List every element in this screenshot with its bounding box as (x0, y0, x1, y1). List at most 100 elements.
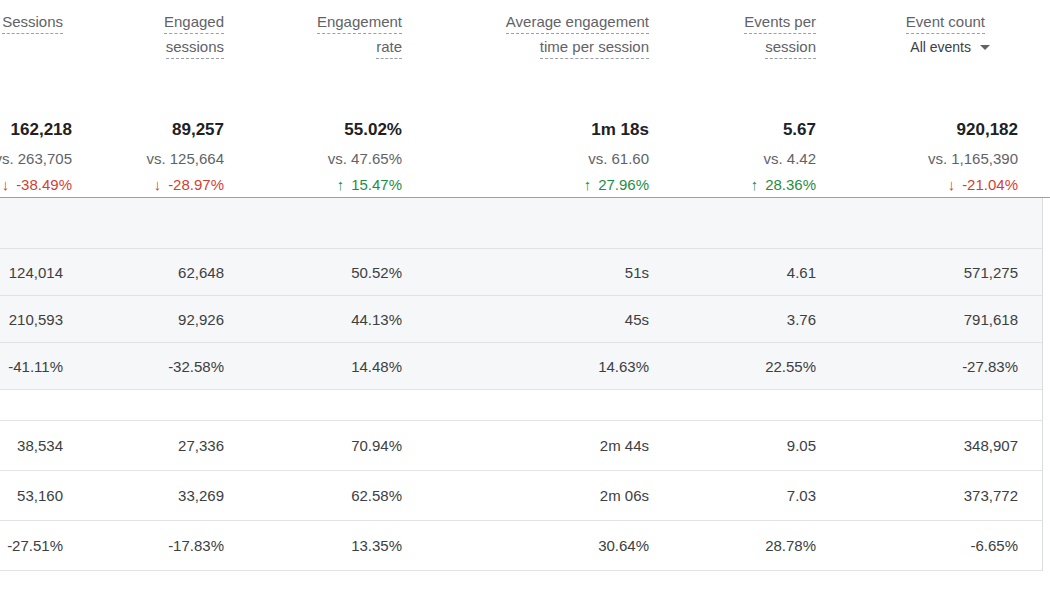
table-cell: -6.65% (841, 521, 1043, 570)
column-header-event-count-cell: Event count All events (841, 13, 1043, 102)
table-cell: -32.58% (88, 343, 249, 389)
column-header-avg-engagement-time[interactable]: Average engagement (506, 13, 649, 34)
totals-cell-events-per-session: 5.67 vs. 4.42 ↑ 28.36% (674, 120, 841, 194)
table-cell: 50.52% (249, 249, 427, 295)
column-header-events-per-session[interactable]: Events per (744, 13, 816, 34)
table-cell: 70.94% (249, 421, 427, 470)
table-right-border (1042, 198, 1043, 570)
table-cell: 7.03 (674, 471, 841, 520)
trend-up-icon: ↑ (584, 176, 592, 193)
totals-cell-event-count: 920,182 vs. 1,165,390 ↓ -21.04% (841, 120, 1043, 194)
totals-value: 55.02% (249, 120, 402, 140)
trend-down-icon: ↓ (948, 176, 956, 193)
table-cell: 124,014 (0, 249, 88, 295)
table-cell: 44.13% (249, 296, 427, 342)
table-cell: 9.05 (674, 421, 841, 470)
dimension-row (0, 389, 1043, 420)
table-row: 210,593 92,926 44.13% 45s 3.76 791,618 (0, 295, 1043, 342)
table-cell: 2m 44s (427, 421, 674, 470)
table-cell: 348,907 (841, 421, 1043, 470)
column-header-event-count[interactable]: Event count (906, 13, 985, 34)
column-header-events-per-session-cell: Events per session (674, 13, 841, 102)
table-row: 124,014 62,648 50.52% 51s 4.61 571,275 (0, 248, 1043, 295)
table-cell: 92,926 (88, 296, 249, 342)
totals-change: ↓ -38.49% (0, 176, 72, 194)
table-cell: 13.35% (249, 521, 427, 570)
totals-comparison: vs. 47.65% (249, 150, 402, 168)
column-header-engagement-rate-line2[interactable]: rate (376, 38, 402, 59)
table-row-percent-change: -41.11% -32.58% 14.48% 14.63% 22.55% -27… (0, 342, 1043, 389)
totals-comparison: vs. 4.42 (674, 150, 816, 168)
table-cell: -27.83% (841, 343, 1043, 389)
column-header-engaged-sessions-cell: Engaged sessions (88, 13, 249, 102)
table-cell: 14.63% (427, 343, 674, 389)
totals-change-value: -28.97% (168, 176, 224, 193)
column-header-engagement-rate[interactable]: Engagement (317, 13, 402, 34)
table-cell: 33,269 (88, 471, 249, 520)
totals-comparison: vs. 61.60 (427, 150, 649, 168)
totals-change-value: 15.47% (351, 176, 402, 193)
totals-value: 89,257 (88, 120, 224, 140)
table-header-row: Sessions Engaged sessions Engagement rat… (0, 0, 1043, 102)
table-cell: 2m 06s (427, 471, 674, 520)
table-cell: 62.58% (249, 471, 427, 520)
totals-change: ↑ 28.36% (674, 176, 816, 194)
table-cell: -41.11% (0, 343, 88, 389)
totals-row: 162,218 vs. 263,705 ↓ -38.49% 89,257 vs. … (0, 102, 1043, 198)
totals-value: 920,182 (841, 120, 1018, 140)
table-cell: 210,593 (0, 296, 88, 342)
table-cell: 14.48% (249, 343, 427, 389)
table-cell: 4.61 (674, 249, 841, 295)
totals-comparison: vs. 1,165,390 (841, 150, 1018, 168)
totals-change: ↑ 27.96% (427, 176, 649, 194)
column-header-engagement-rate-cell: Engagement rate (249, 13, 427, 102)
trend-up-icon: ↑ (751, 176, 759, 193)
table-row-percent-change: -27.51% -17.83% 13.35% 30.64% 28.78% -6.… (0, 520, 1043, 570)
table-cell: 45s (427, 296, 674, 342)
table-cell: 51s (427, 249, 674, 295)
totals-cell-avg-engagement-time: 1m 18s vs. 61.60 ↑ 27.96% (427, 120, 674, 194)
table-cell: 27,336 (88, 421, 249, 470)
table-cell: 22.55% (674, 343, 841, 389)
table-cell: 30.64% (427, 521, 674, 570)
column-header-events-per-session-line2[interactable]: session (765, 38, 816, 59)
table-row: 53,160 33,269 62.58% 2m 06s 7.03 373,772 (0, 470, 1043, 520)
totals-change-value: 28.36% (765, 176, 816, 193)
event-count-selector-label: All events (910, 39, 971, 55)
dropdown-caret-icon (980, 45, 990, 50)
column-header-engaged-sessions[interactable]: Engaged (164, 13, 224, 34)
event-count-selector[interactable]: All events (841, 39, 990, 55)
totals-comparison: vs. 263,705 (0, 150, 72, 168)
totals-change-value: 27.96% (598, 176, 649, 193)
table-cell: 373,772 (841, 471, 1043, 520)
table-sheet: Sessions Engaged sessions Engagement rat… (0, 0, 1043, 571)
column-header-sessions[interactable]: Sessions (2, 13, 63, 34)
table-cell: 38,534 (0, 421, 88, 470)
table-cell: -27.51% (0, 521, 88, 570)
table-cell: 28.78% (674, 521, 841, 570)
totals-value: 1m 18s (427, 120, 649, 140)
totals-change-value: -21.04% (962, 176, 1018, 193)
table-cell: 53,160 (0, 471, 88, 520)
column-header-engaged-sessions-line2[interactable]: sessions (166, 38, 224, 59)
totals-cell-sessions: 162,218 vs. 263,705 ↓ -38.49% (0, 120, 88, 194)
totals-value: 162,218 (0, 120, 72, 140)
totals-change-value: -38.49% (16, 176, 72, 193)
analytics-comparison-table: Sessions Engaged sessions Engagement rat… (0, 0, 1050, 600)
totals-change: ↓ -21.04% (841, 176, 1018, 194)
column-header-avg-engagement-time-line2[interactable]: time per session (540, 38, 649, 59)
totals-cell-engagement-rate: 55.02% vs. 47.65% ↑ 15.47% (249, 120, 427, 194)
table-cell: 791,618 (841, 296, 1043, 342)
totals-change: ↑ 15.47% (249, 176, 402, 194)
table-row: 38,534 27,336 70.94% 2m 44s 9.05 348,907 (0, 420, 1043, 470)
totals-value: 5.67 (674, 120, 816, 140)
totals-cell-engaged-sessions: 89,257 vs. 125,664 ↓-28.97% (88, 120, 249, 194)
row-group-1: 124,014 62,648 50.52% 51s 4.61 571,275 2… (0, 198, 1043, 389)
trend-down-icon: ↓ (2, 176, 10, 193)
trend-up-icon: ↑ (337, 176, 345, 193)
totals-comparison: vs. 125,664 (88, 150, 224, 168)
row-group-2: 38,534 27,336 70.94% 2m 44s 9.05 348,907… (0, 389, 1043, 571)
table-cell: 62,648 (88, 249, 249, 295)
column-header-avg-engagement-time-cell: Average engagement time per session (427, 13, 674, 102)
totals-separator (0, 197, 1050, 198)
